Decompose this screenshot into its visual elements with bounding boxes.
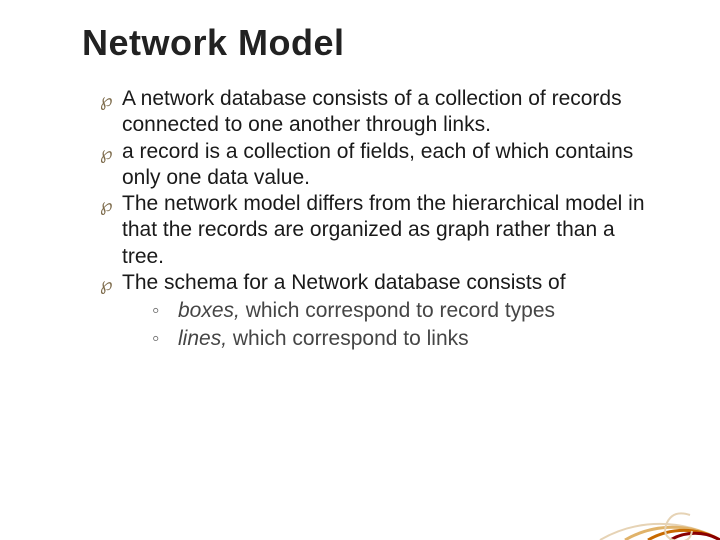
bullet-marker-icon: ℘ xyxy=(100,273,113,296)
bullet-text: The network model differs from the hiera… xyxy=(122,192,645,268)
slide-title: Network Model xyxy=(82,22,345,64)
bullet-item: ℘ The network model differs from the hie… xyxy=(100,191,660,270)
slide: Network Model ℘ A network database consi… xyxy=(0,0,720,540)
bullet-text: The schema for a Network database consis… xyxy=(122,271,566,294)
sub-bullet-item: ◦ boxes, which correspond to record type… xyxy=(152,298,660,324)
bullet-item: ℘ The schema for a Network database cons… xyxy=(100,270,660,296)
sub-rest: which correspond to links xyxy=(227,327,469,350)
bullet-marker-icon: ℘ xyxy=(100,142,113,165)
sub-italic: boxes, xyxy=(178,299,240,322)
bullet-item: ℘ A network database consists of a colle… xyxy=(100,86,660,139)
sub-marker-icon: ◦ xyxy=(152,298,159,324)
sub-italic: lines, xyxy=(178,327,227,350)
bullet-marker-icon: ℘ xyxy=(100,194,113,217)
bullet-item: ℘ a record is a collection of fields, ea… xyxy=(100,139,660,192)
sub-rest: which correspond to record types xyxy=(240,299,555,322)
sub-bullet-item: ◦ lines, which correspond to links xyxy=(152,326,660,352)
corner-decoration-icon xyxy=(570,420,720,540)
slide-body: ℘ A network database consists of a colle… xyxy=(100,86,660,353)
bullet-text: A network database consists of a collect… xyxy=(122,87,622,136)
bullet-marker-icon: ℘ xyxy=(100,89,113,112)
bullet-text: a record is a collection of fields, each… xyxy=(122,140,633,189)
sub-marker-icon: ◦ xyxy=(152,326,159,352)
